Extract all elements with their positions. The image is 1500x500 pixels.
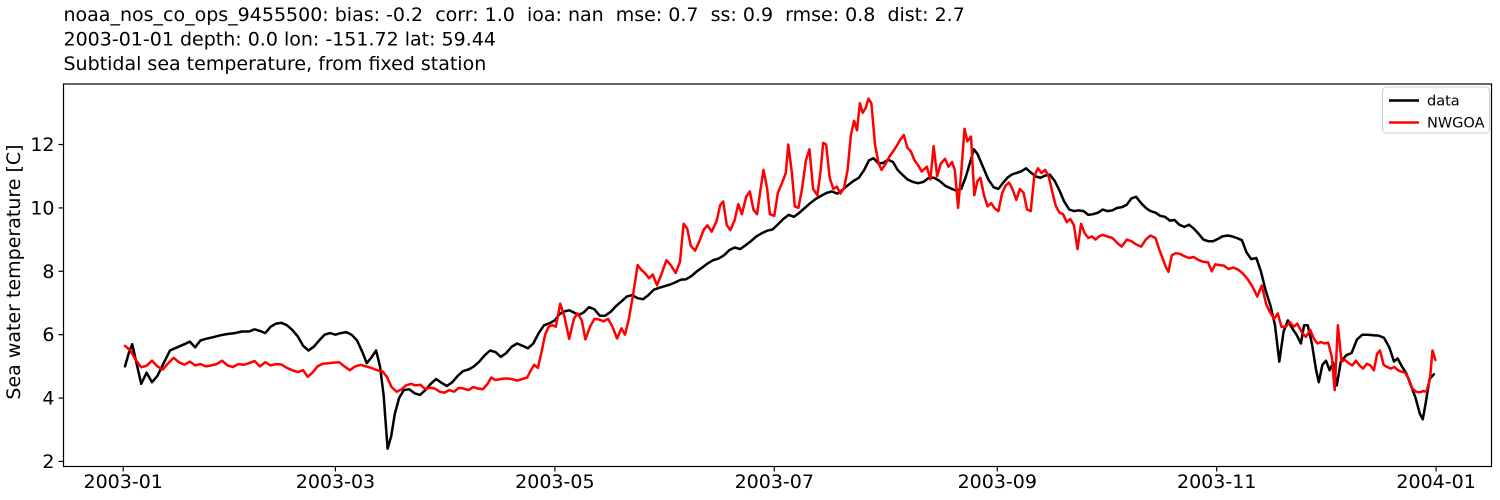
series-lines (123, 97, 1437, 451)
title-block: noaa_nos_co_ops_9455500: bias: -0.2 corr… (64, 4, 965, 75)
x-tick-label: 2003-09 (958, 471, 1037, 493)
legend-label-nwgoa: NWGOA (1427, 116, 1485, 132)
y-tick-label: 4 (42, 388, 54, 410)
y-tick-label: 2 (42, 451, 54, 473)
y-axis-label: Sea water temperature [C] (3, 144, 25, 399)
title-line-stats: noaa_nos_co_ops_9455500: bias: -0.2 corr… (64, 4, 965, 26)
series-line-NWGOA (123, 97, 1437, 394)
title-line-station-meta: 2003-01-01 depth: 0.0 lon: -151.72 lat: … (64, 29, 496, 51)
y-tick-label: 10 (30, 197, 54, 219)
plot-area-frame (62, 83, 1493, 468)
x-tick-label: 2003-03 (296, 471, 375, 493)
legend: data NWGOA (1382, 86, 1490, 134)
x-tick-label: 2003-11 (1177, 471, 1256, 493)
y-axis: 2 4 6 8 10 12 (30, 134, 64, 473)
x-tick-label: 2003-01 (84, 471, 163, 493)
x-tick-label: 2004-01 (1396, 471, 1475, 493)
title-line-variable: Subtidal sea temperature, from fixed sta… (64, 53, 487, 75)
x-axis: 2003-01 2003-03 2003-05 2003-07 2003-09 2003-… (84, 466, 1476, 493)
series-line-data (123, 148, 1436, 451)
x-tick-label: 2003-05 (515, 471, 594, 493)
legend-label-data: data (1427, 94, 1460, 110)
y-tick-label: 12 (30, 134, 54, 156)
x-tick-label: 2003-07 (735, 471, 814, 493)
y-tick-label: 6 (42, 324, 54, 346)
y-tick-label: 8 (42, 261, 54, 283)
